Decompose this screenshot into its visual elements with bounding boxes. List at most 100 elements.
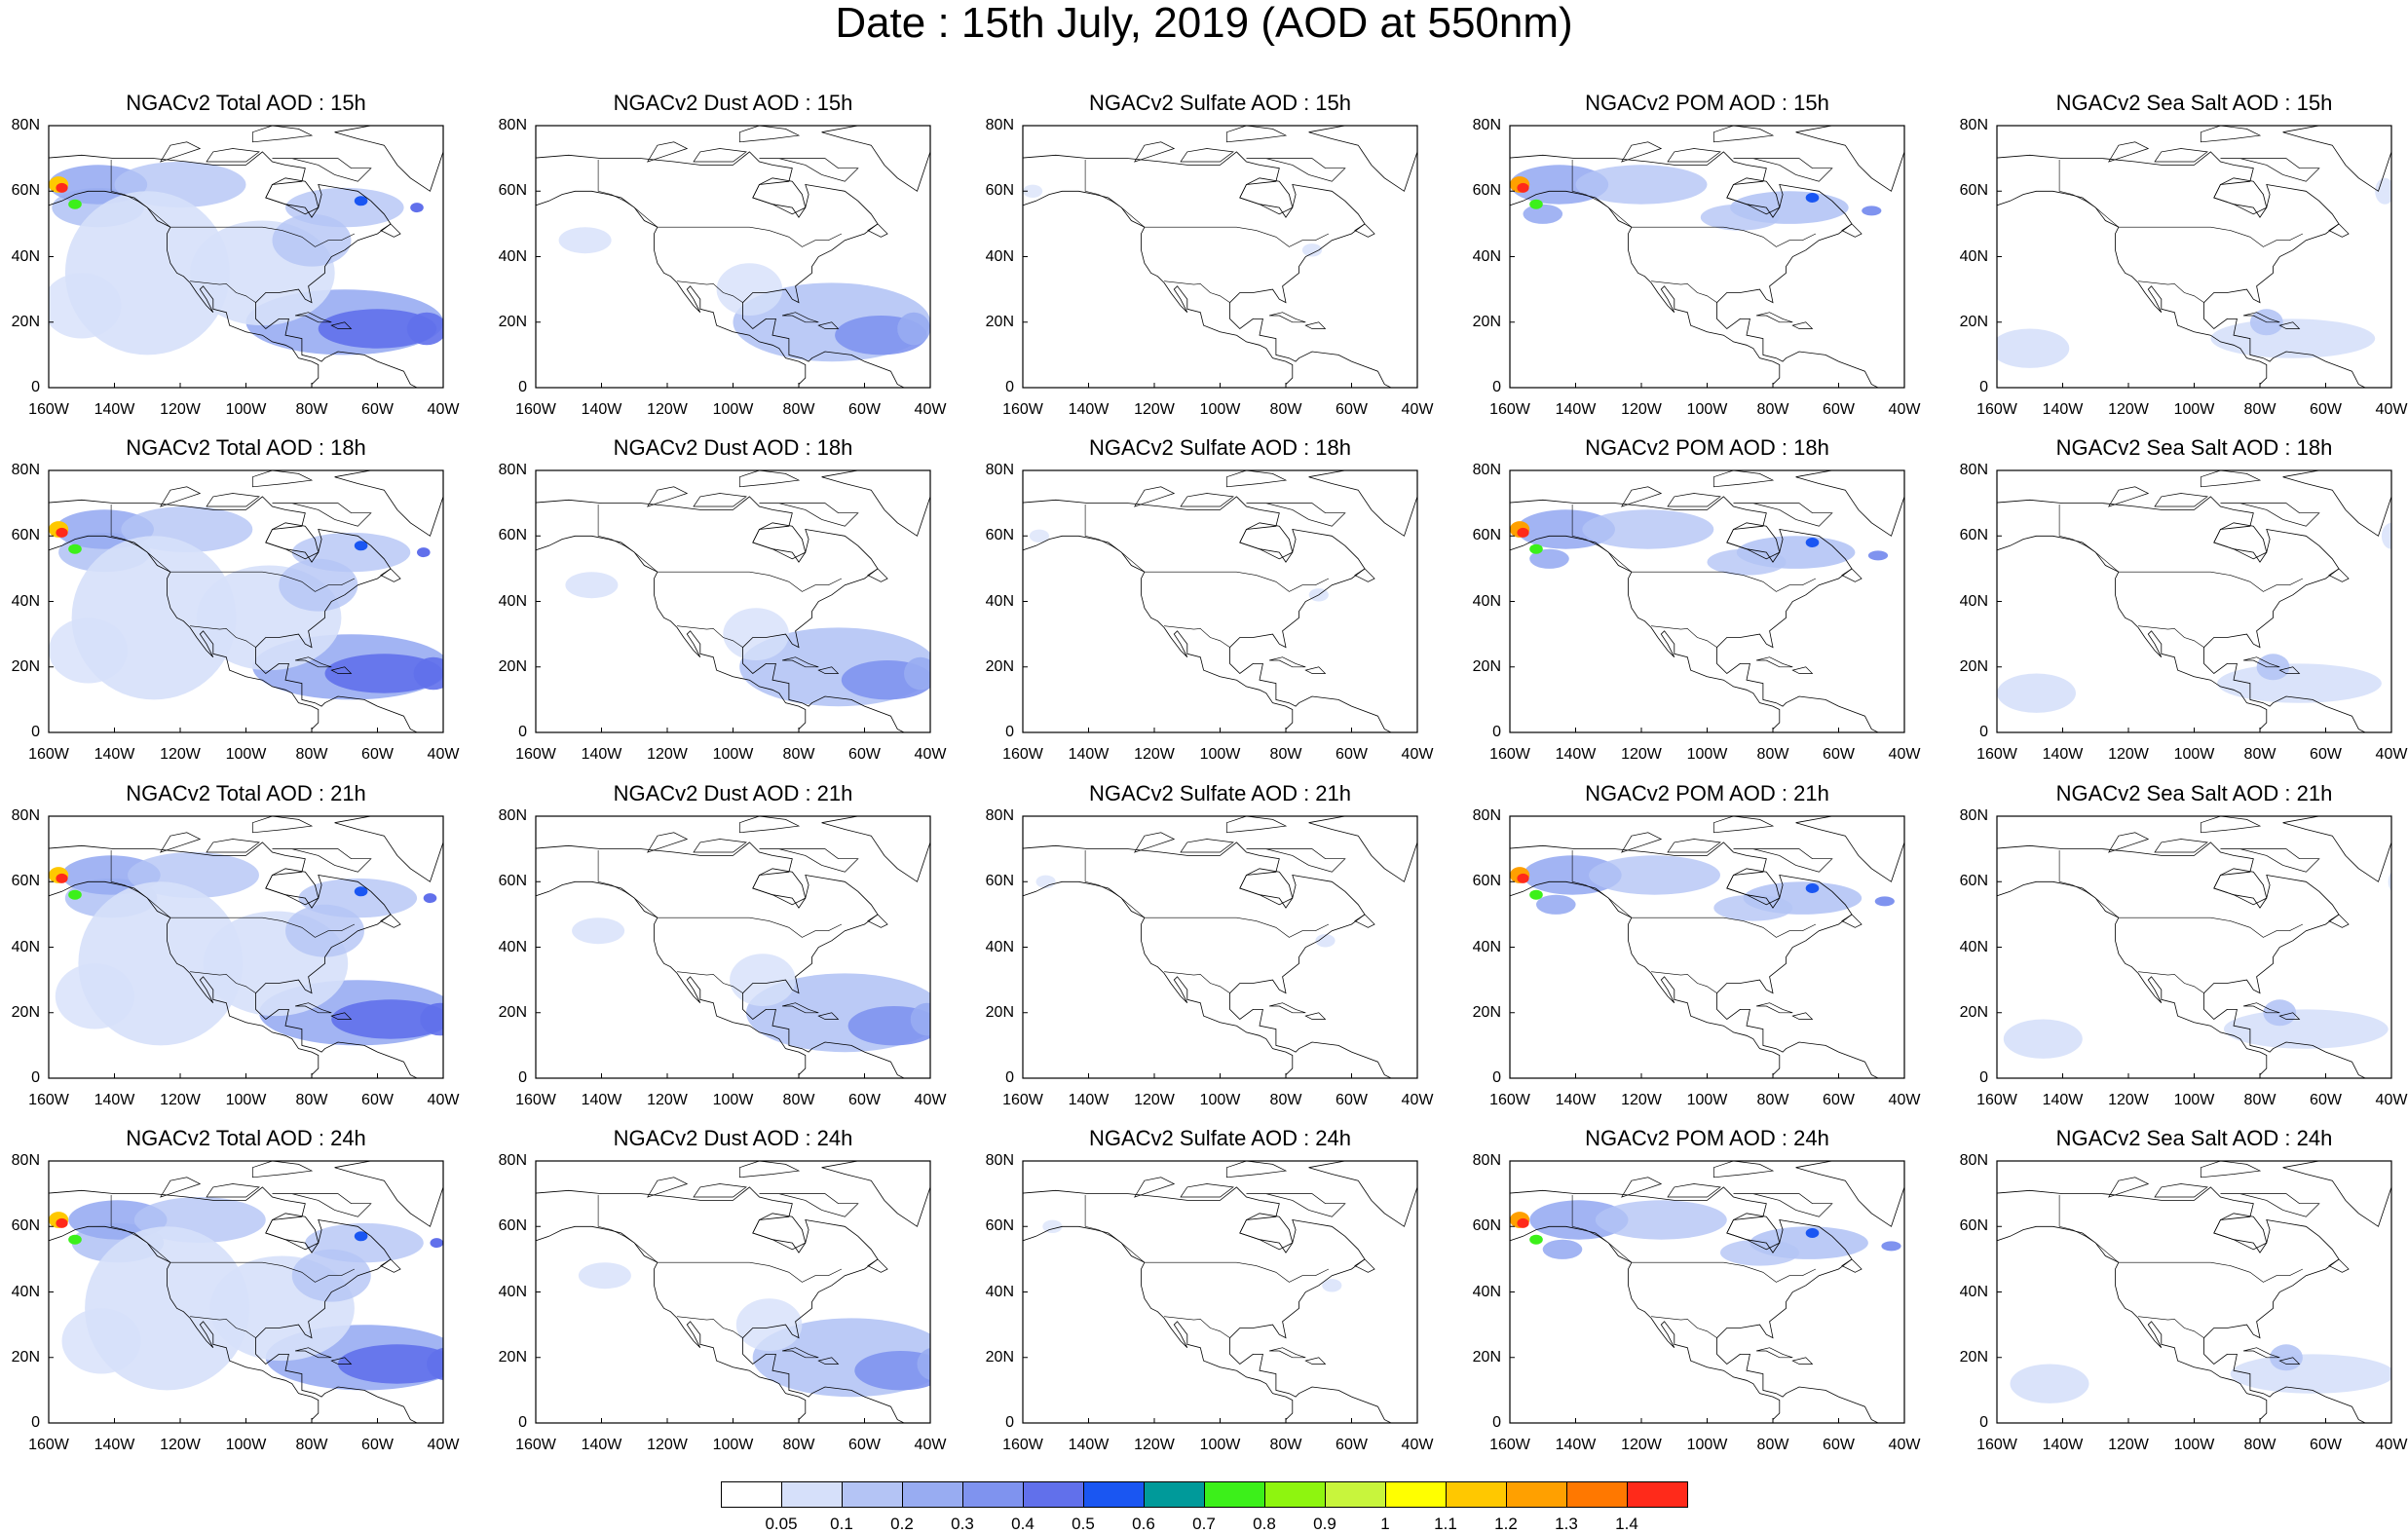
island-outline [1841, 223, 1862, 238]
lon-tick-label: 60W [1823, 401, 1855, 418]
coastline [1239, 1213, 1294, 1251]
lat-tick-label: 60N [11, 873, 40, 890]
coastline [1997, 190, 2268, 388]
island-outline [1667, 839, 1721, 853]
coastline [1510, 535, 1781, 732]
colorbar-swatch [1083, 1481, 1145, 1508]
lon-tick-label: 140W [1068, 401, 1110, 418]
lat-tick-label: 20N [1959, 313, 1988, 330]
coastline [1023, 1186, 1392, 1423]
lat-tick-label: 0 [31, 1414, 40, 1431]
island-outline [1667, 1183, 1721, 1198]
island-outline [782, 1002, 819, 1014]
lat-tick-label: 80N [985, 117, 1014, 133]
lon-tick-label: 60W [848, 1092, 881, 1108]
aod-map-panel [535, 469, 931, 733]
island-outline [1134, 1177, 1176, 1198]
island-outline [2328, 1258, 2350, 1273]
island-outline [1225, 816, 1288, 834]
lat-tick-label: 40N [11, 1283, 40, 1300]
island-outline [251, 470, 314, 488]
lat-tick-label: 40N [11, 247, 40, 265]
colorbar-swatch [1023, 1481, 1084, 1508]
panel-title: NGACv2 POM AOD : 21h [1585, 781, 1829, 805]
country-border [110, 1195, 356, 1283]
panel-title: NGACv2 Sea Salt AOD : 18h [2055, 435, 2333, 460]
colorbar-label: 0.05 [765, 1515, 798, 1533]
aod-plume [354, 886, 368, 897]
country-border [1164, 971, 1230, 993]
island-outline [1621, 832, 1663, 853]
coastline [1023, 535, 1294, 732]
country-border [110, 850, 356, 938]
island-outline [2278, 1012, 2301, 1020]
aod-plume [1529, 1234, 1543, 1245]
panel-title: NGACv2 Sea Salt AOD : 24h [2055, 1126, 2333, 1150]
aod-plume [1805, 193, 1820, 203]
aod-map-panel [1996, 1160, 2392, 1424]
aod-plume [572, 917, 625, 945]
island-outline [160, 832, 202, 853]
lat-tick-label: 80N [1959, 462, 1988, 478]
lon-tick-label: 40W [1401, 1092, 1434, 1108]
colorbar-label: 1.4 [1615, 1515, 1638, 1533]
lat-tick-label: 40N [11, 592, 40, 610]
lat-tick-label: 80N [1472, 1152, 1501, 1169]
aod-plume [49, 273, 122, 339]
island-outline [160, 141, 202, 163]
lon-tick-label: 120W [160, 746, 201, 763]
lon-tick-label: 100W [1686, 1092, 1728, 1108]
island-outline [759, 1193, 859, 1217]
aod-plume [1529, 543, 1543, 554]
lat-tick-label: 0 [1005, 1414, 1014, 1431]
lon-tick-label: 140W [1555, 401, 1597, 418]
lat-tick-label: 40N [498, 247, 527, 265]
island-outline [295, 312, 332, 323]
island-outline [2328, 568, 2350, 582]
colorbar-swatch [1627, 1481, 1688, 1508]
coastline [265, 1213, 320, 1251]
lon-tick-label: 40W [427, 1092, 460, 1108]
aod-plume [2223, 1009, 2389, 1049]
island-outline [1712, 470, 1775, 488]
lon-tick-label: 80W [1756, 1092, 1789, 1108]
lon-tick-label: 160W [1002, 746, 1043, 763]
coastline [265, 868, 320, 906]
lat-tick-label: 20N [498, 1348, 527, 1366]
country-border [1571, 1195, 1817, 1283]
island-outline [1246, 1193, 1346, 1217]
aod-plume [1301, 243, 1323, 257]
aod-plume [1023, 184, 1043, 198]
lon-tick-label: 80W [2243, 1437, 2276, 1453]
lon-tick-label: 140W [1555, 1437, 1597, 1453]
island-outline [1733, 848, 1833, 873]
lat-tick-label: 20N [11, 657, 40, 675]
aod-plume [1805, 1228, 1820, 1238]
colorbar-swatch [1264, 1481, 1326, 1508]
island-outline [647, 486, 689, 507]
island-outline [1733, 1193, 1833, 1217]
lon-tick-label: 120W [647, 1092, 688, 1108]
coastline [49, 190, 320, 388]
aod-plume [318, 309, 437, 349]
colorbar-swatch [1566, 1481, 1628, 1508]
lon-tick-label: 140W [94, 1092, 135, 1108]
island-outline [1791, 1012, 1814, 1020]
island-outline [2220, 848, 2320, 873]
aod-plume [285, 904, 364, 957]
aod-plume [1874, 896, 1895, 907]
country-border [1164, 1316, 1230, 1338]
coastline [821, 1161, 930, 1227]
coastline [1726, 868, 1781, 906]
aod-plume [1881, 1241, 1901, 1252]
coastline [1795, 126, 1904, 192]
coastline [49, 535, 320, 732]
lon-tick-label: 100W [225, 401, 267, 418]
country-border [677, 1316, 743, 1338]
lat-tick-label: 40N [985, 1283, 1014, 1300]
country-border [1651, 625, 1717, 648]
aod-plume [1805, 538, 1820, 547]
lat-tick-label: 40N [1959, 592, 1988, 610]
aod-plume [1542, 1239, 1583, 1259]
island-outline [817, 321, 840, 329]
